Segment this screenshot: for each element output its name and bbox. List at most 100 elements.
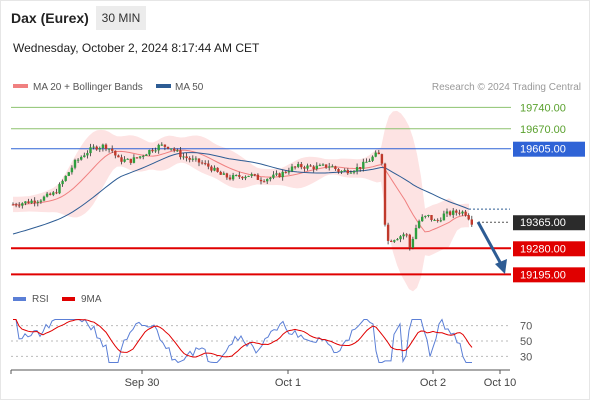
- candle: [225, 172, 229, 180]
- candle: [76, 158, 80, 164]
- candle: [80, 155, 83, 161]
- candle: [281, 169, 284, 181]
- support-tag: 19280.00: [520, 243, 566, 255]
- candle: [445, 208, 449, 217]
- candle: [163, 144, 167, 151]
- rsi-tick-label: 30: [520, 351, 532, 363]
- candle-body: [73, 159, 77, 168]
- candle: [95, 145, 98, 151]
- candle: [352, 170, 356, 175]
- candle-body: [312, 166, 315, 170]
- candle: [269, 176, 272, 182]
- candle: [470, 215, 473, 227]
- candle: [359, 167, 362, 172]
- candle-body: [349, 172, 353, 174]
- candle: [303, 165, 306, 172]
- candle: [461, 210, 464, 216]
- candle-body: [337, 169, 340, 172]
- candle: [346, 168, 349, 175]
- candle: [89, 143, 92, 157]
- candle-body: [365, 161, 368, 163]
- candle: [297, 161, 300, 169]
- candle: [238, 171, 241, 179]
- candle: [197, 158, 201, 167]
- candle-body: [352, 171, 356, 173]
- candle: [309, 164, 312, 167]
- candle-body: [281, 171, 284, 178]
- candle-body: [424, 215, 427, 217]
- rsi-tick-label: 70: [520, 321, 532, 333]
- candle: [256, 173, 260, 181]
- x-label-oct10: Oct 10: [484, 377, 516, 389]
- candle: [228, 174, 232, 181]
- pivot-tag-bg: [513, 141, 585, 157]
- candle-body: [36, 201, 39, 203]
- candle: [169, 148, 173, 151]
- candle: [393, 239, 396, 243]
- candle-body: [163, 144, 167, 147]
- candle: [179, 147, 182, 160]
- candle-body: [262, 181, 266, 183]
- candle: [42, 195, 46, 202]
- candle: [219, 170, 222, 175]
- candle-body: [76, 159, 80, 161]
- candle-body: [405, 234, 408, 236]
- candle: [33, 197, 36, 207]
- x-label-oct1: Oct 1: [275, 377, 301, 389]
- research-credit: Research © 2024 Trading Central: [432, 82, 581, 93]
- candle-body: [439, 220, 442, 222]
- candle-body: [67, 172, 70, 176]
- timestamp: Wednesday, October 2, 2024 8:17:44 AM CE…: [13, 41, 260, 55]
- candle-body: [334, 166, 337, 170]
- candle-body: [287, 171, 291, 173]
- candle-body: [126, 158, 129, 160]
- candle: [210, 165, 213, 173]
- candle: [380, 153, 384, 165]
- bollinger-band: [13, 110, 469, 292]
- interval-button[interactable]: 30 MIN: [96, 6, 146, 30]
- candle: [467, 213, 470, 221]
- candle: [427, 214, 430, 218]
- candle-body: [204, 163, 207, 165]
- candle-body: [114, 150, 117, 156]
- candle-body: [160, 144, 163, 146]
- forecast-arrow: [476, 221, 507, 274]
- candle-body: [222, 173, 225, 175]
- candle-body: [250, 174, 253, 176]
- candle-body: [173, 148, 176, 151]
- candle: [464, 210, 467, 217]
- candle-body: [259, 179, 263, 182]
- candle: [383, 162, 387, 227]
- candle: [120, 154, 123, 165]
- legend-ma20-label: MA 20 + Bollinger Bands: [33, 82, 143, 93]
- candle: [365, 158, 368, 163]
- candle-body: [98, 147, 101, 150]
- candle-body: [402, 234, 405, 237]
- candle: [402, 232, 405, 240]
- candle-body: [104, 144, 108, 150]
- candle: [11, 202, 15, 206]
- candle: [414, 224, 418, 240]
- candle-body: [393, 240, 396, 242]
- candle-body: [436, 219, 439, 221]
- candle: [104, 143, 108, 152]
- candle: [328, 162, 331, 171]
- candle-body: [374, 152, 377, 157]
- candle: [262, 179, 266, 183]
- support-tag-bg: [513, 267, 585, 283]
- candle-body: [297, 164, 300, 167]
- candle-body: [452, 210, 455, 215]
- candle: [24, 201, 27, 206]
- last-price-tag-bg: [513, 215, 585, 231]
- candle: [191, 155, 194, 162]
- candle-body: [244, 176, 247, 179]
- candle-body: [253, 174, 256, 176]
- candle-body: [86, 153, 89, 156]
- candle-body: [315, 165, 318, 170]
- candle-body: [42, 196, 46, 201]
- candle-body: [142, 155, 145, 157]
- candle: [151, 148, 154, 153]
- candle: [176, 148, 179, 152]
- candle-body: [408, 234, 411, 248]
- candle-body: [129, 158, 132, 163]
